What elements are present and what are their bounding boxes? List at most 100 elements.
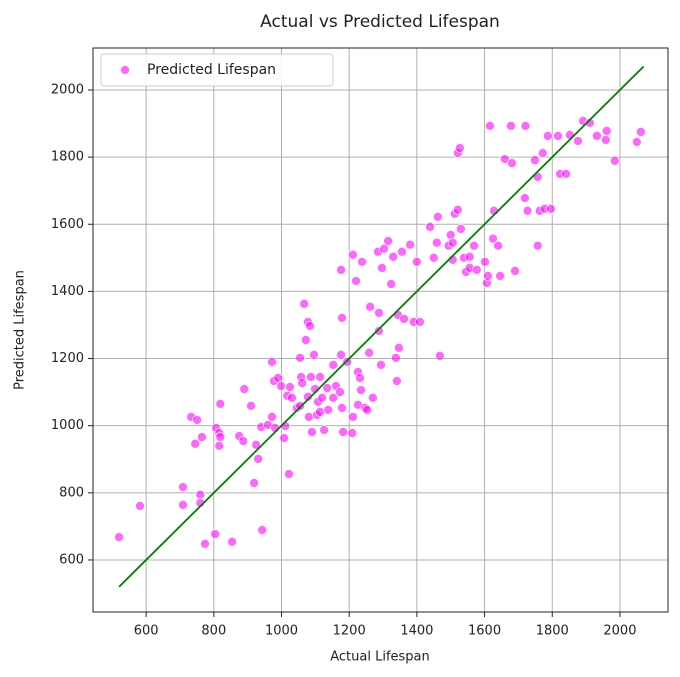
point <box>135 501 145 511</box>
point <box>328 360 339 370</box>
point <box>197 432 207 442</box>
point <box>190 438 201 449</box>
point <box>493 240 503 251</box>
point <box>565 130 575 140</box>
point <box>227 536 237 547</box>
point <box>425 222 435 232</box>
point <box>305 321 315 331</box>
point <box>257 525 268 535</box>
point <box>537 148 548 158</box>
point <box>506 121 516 131</box>
point <box>347 428 358 438</box>
point <box>386 279 397 289</box>
y-tick-label: 600 <box>59 552 84 567</box>
point <box>357 257 367 267</box>
point <box>200 538 210 549</box>
point <box>301 335 311 345</box>
y-tick-label: 2000 <box>51 82 84 97</box>
point <box>267 357 277 367</box>
x-tick-label: 1800 <box>536 624 569 639</box>
point <box>253 454 264 464</box>
y-axis-label: Predicted Lifespan <box>13 270 28 390</box>
point <box>510 266 520 276</box>
point <box>636 127 646 137</box>
point <box>273 373 283 383</box>
point <box>415 317 425 327</box>
point <box>337 313 347 323</box>
point <box>431 237 442 248</box>
point <box>276 381 287 391</box>
point <box>362 405 372 415</box>
point <box>337 403 347 413</box>
point <box>297 378 308 388</box>
point <box>323 405 334 415</box>
legend: Predicted Lifespan <box>100 53 334 87</box>
x-tick-label: 1600 <box>468 624 501 639</box>
point <box>249 478 259 488</box>
point <box>284 469 294 479</box>
point <box>195 489 206 500</box>
point <box>285 382 295 392</box>
point <box>456 224 466 234</box>
point <box>295 353 305 363</box>
point <box>519 193 530 203</box>
point <box>315 372 325 382</box>
reference-line <box>118 65 645 588</box>
point <box>335 387 345 397</box>
point <box>336 349 346 360</box>
point <box>309 349 319 360</box>
plot-frame <box>92 47 669 613</box>
point <box>405 239 415 250</box>
point <box>391 353 401 363</box>
point <box>399 314 409 324</box>
point <box>383 236 393 246</box>
y-tick-label: 1200 <box>51 351 84 366</box>
point <box>238 436 249 446</box>
point <box>532 240 543 251</box>
point <box>306 372 316 382</box>
legend-box <box>100 53 334 87</box>
point <box>377 263 387 273</box>
point <box>299 298 310 309</box>
x-tick-label: 1400 <box>400 624 433 639</box>
point <box>394 342 404 353</box>
point <box>495 271 505 281</box>
point <box>592 131 602 141</box>
point <box>322 383 333 393</box>
point <box>356 385 366 395</box>
point <box>485 121 495 131</box>
x-tick-label: 2000 <box>603 624 636 639</box>
point <box>287 392 297 403</box>
point <box>251 439 261 450</box>
y-tick-label: 1400 <box>51 284 84 299</box>
x-axis-label: Actual Lifespan <box>330 650 430 665</box>
point <box>365 301 376 312</box>
point <box>520 121 531 131</box>
point <box>452 204 463 215</box>
point <box>279 433 290 443</box>
point <box>246 401 256 411</box>
point <box>469 240 479 251</box>
y-tick-label: 1000 <box>51 418 84 433</box>
x-tick-label: 1200 <box>333 624 366 639</box>
point <box>392 376 402 386</box>
x-tick-label: 800 <box>201 624 226 639</box>
point <box>348 249 358 260</box>
x-tick-label: 600 <box>134 624 159 639</box>
point <box>376 360 386 370</box>
point <box>215 399 226 409</box>
point <box>328 392 339 403</box>
point <box>388 251 399 262</box>
point <box>543 131 553 141</box>
point <box>114 532 124 542</box>
point <box>338 427 348 437</box>
point <box>336 265 346 275</box>
point <box>464 251 475 262</box>
point <box>480 257 490 267</box>
point <box>553 131 563 141</box>
point <box>447 237 458 248</box>
x-tick-label: 1000 <box>265 624 298 639</box>
point <box>610 155 620 166</box>
point <box>397 246 407 257</box>
